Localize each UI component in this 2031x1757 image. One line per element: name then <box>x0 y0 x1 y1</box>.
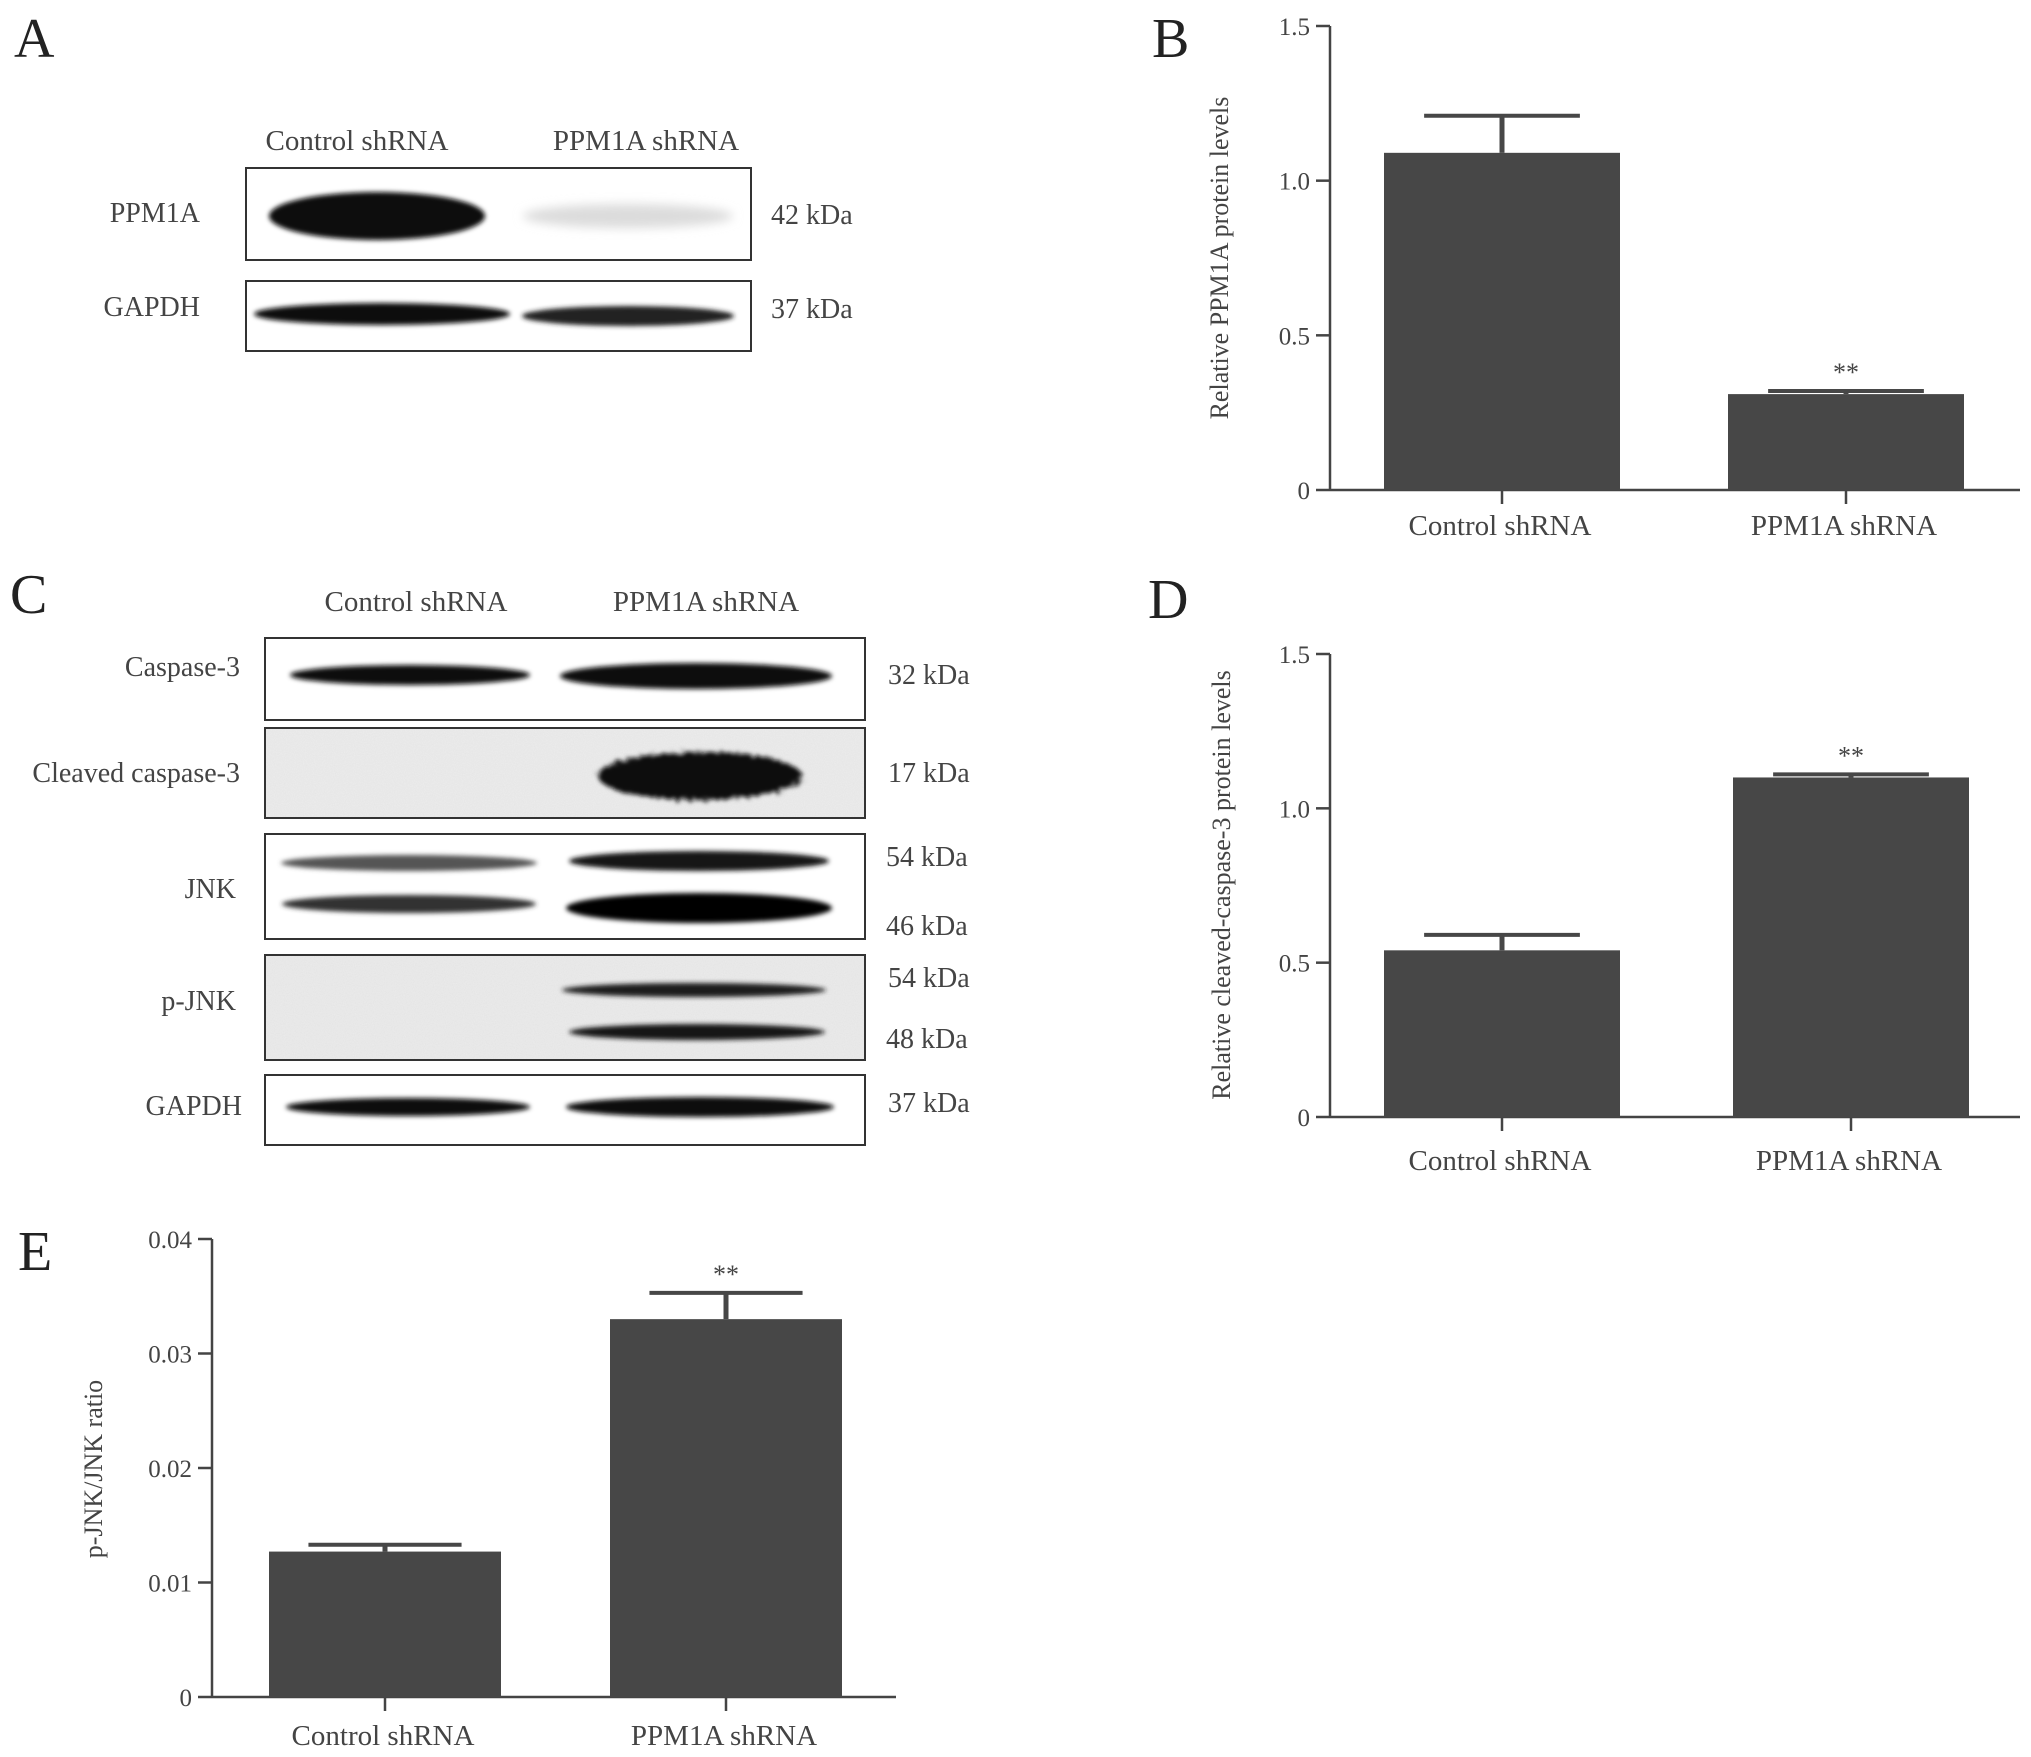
panel-letter-a: A <box>14 8 55 70</box>
x-tick-label: PPM1A shRNA <box>1751 510 1937 542</box>
kda-label: 37 kDa <box>888 1088 970 1119</box>
band-label: PPM1A <box>110 198 201 229</box>
x-tick-label: Control shRNA <box>1409 1145 1592 1177</box>
lane-label-control: Control shRNA <box>325 586 508 618</box>
blot-row-gapdh: GAPDH 37 kDa <box>104 280 853 352</box>
blot-band <box>286 1098 530 1116</box>
blot-band <box>566 1097 834 1117</box>
y-tick-label: 1.0 <box>1279 796 1310 823</box>
blot-band <box>566 893 832 923</box>
kda-label: 46 kDa <box>886 911 968 942</box>
kda-label: 54 kDa <box>888 963 970 994</box>
y-tick-label: 1.0 <box>1279 169 1310 196</box>
panel-letter: D <box>1148 569 1188 631</box>
blot-row-gapdh-c: GAPDH 37 kDa <box>146 1074 970 1146</box>
kda-label: 17 kDa <box>888 758 970 789</box>
y-tick-label: 0.5 <box>1279 323 1310 350</box>
blot-band <box>281 855 537 871</box>
blot-strip <box>264 833 866 940</box>
kda-label: 42 kDa <box>771 200 853 231</box>
y-tick-label: 0 <box>1298 478 1311 505</box>
blot-band <box>569 1024 825 1040</box>
kda-label: 54 kDa <box>886 842 968 873</box>
blot-row-ppm1a: PPM1A 42 kDa <box>110 167 853 261</box>
panel-letter: B <box>1152 8 1189 70</box>
band-label: GAPDH <box>104 292 200 323</box>
blot-panel-c: C Control shRNA PPM1A shRNA Caspase-3 32… <box>10 564 970 1146</box>
blot-band <box>560 663 832 689</box>
y-axis-title: Relative cleaved-caspase-3 protein level… <box>1207 670 1236 1100</box>
blot-band <box>254 303 510 325</box>
y-tick-label: 0.5 <box>1279 951 1310 978</box>
blot-band <box>562 983 826 997</box>
y-tick-label: 0.03 <box>148 1342 192 1369</box>
y-axis-title: Relative PPM1A protein levels <box>1205 97 1234 420</box>
blot-panel-a: A Control shRNA PPM1A shRNA PPM1A 42 kDa… <box>14 8 853 352</box>
significance-label: ** <box>1833 358 1859 387</box>
y-tick-label: 0 <box>1298 1105 1311 1132</box>
band-label: p-JNK <box>161 986 236 1017</box>
y-tick-label: 0.04 <box>148 1227 192 1254</box>
blot-band <box>523 204 733 228</box>
blot-band <box>598 752 802 800</box>
y-tick-label: 1.5 <box>1279 14 1310 41</box>
bar-chart-b: B 0 0.5 1.0 1.5 Relative PPM1A protein levels… <box>1152 8 2020 542</box>
bar <box>1728 394 1964 490</box>
x-tick-label: PPM1A shRNA <box>1756 1145 1942 1177</box>
y-axis-title: p-JNK/JNK ratio <box>79 1380 108 1558</box>
panel-letter-c: C <box>10 564 47 626</box>
blot-band <box>269 192 485 240</box>
lane-label-control: Control shRNA <box>266 125 449 157</box>
blot-row-jnk: JNK 54 kDa 46 kDa <box>185 833 968 942</box>
bar <box>1384 152 1620 490</box>
blot-band <box>522 306 734 326</box>
band-label: GAPDH <box>146 1091 242 1122</box>
blot-band <box>569 851 829 871</box>
blot-band <box>282 895 536 913</box>
band-label: Cleaved caspase-3 <box>32 758 240 789</box>
bar-chart-d: D 0 0.5 1.0 1.5 Relative cleaved-caspase-3 pr… <box>1148 569 2020 1177</box>
bar <box>1384 950 1620 1117</box>
band-label: Caspase-3 <box>125 652 240 683</box>
blot-row-p-jnk: p-JNK 54 kDa 48 kDa <box>161 954 970 1061</box>
bar <box>1733 777 1969 1117</box>
lane-label-ppm1a: PPM1A shRNA <box>613 586 799 618</box>
x-tick-label: Control shRNA <box>1409 510 1592 542</box>
y-tick-label: 0 <box>180 1685 193 1712</box>
y-tick-label: 0.01 <box>148 1571 192 1598</box>
significance-label: ** <box>713 1260 739 1289</box>
panel-letter: E <box>18 1221 52 1283</box>
x-tick-label: PPM1A shRNA <box>631 1720 817 1752</box>
blot-background <box>266 956 864 1059</box>
blot-band <box>290 665 530 685</box>
blot-row-cleaved-caspase-3: Cleaved caspase-3 17 kDa <box>32 727 970 819</box>
y-tick-label: 1.5 <box>1279 642 1310 669</box>
kda-label: 48 kDa <box>886 1024 968 1055</box>
bar-chart-e: E 0 0.01 0.02 0.03 0.04 p-JNK/JNK ratio Control… <box>18 1221 896 1752</box>
lane-label-ppm1a: PPM1A shRNA <box>553 125 739 157</box>
y-tick-label: 0.02 <box>148 1456 192 1483</box>
bar <box>610 1319 842 1697</box>
kda-label: 32 kDa <box>888 660 970 691</box>
kda-label: 37 kDa <box>771 294 853 325</box>
blot-row-caspase-3: Caspase-3 32 kDa <box>125 637 970 721</box>
band-label: JNK <box>185 874 236 905</box>
bar <box>269 1551 501 1697</box>
x-tick-label: Control shRNA <box>292 1720 475 1752</box>
significance-label: ** <box>1838 741 1864 770</box>
